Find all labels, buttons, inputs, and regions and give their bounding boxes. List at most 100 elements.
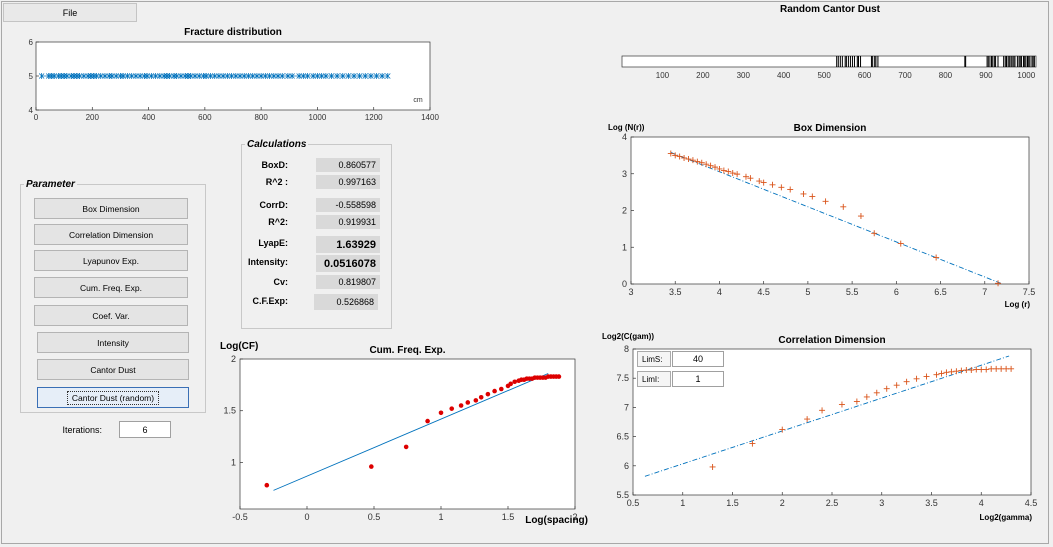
limi-input[interactable]: 1 [672, 371, 724, 387]
calc-label: CorrD: [259, 200, 289, 210]
data-point [903, 378, 910, 385]
fracture-marker [339, 73, 346, 79]
x-tick-label: 5 [805, 287, 810, 297]
param-button-intensity[interactable]: Intensity [37, 332, 189, 353]
calc-value: 0.526868 [314, 294, 378, 310]
fracture-distribution-plot: 0 200 400 600 800 1000 1200 1400 4 5 6 cm [29, 38, 440, 122]
data-point [689, 157, 696, 164]
parameter-title: Parameter [24, 179, 77, 190]
data-point [968, 367, 975, 374]
y-tick-label: 6.5 [616, 432, 629, 442]
fracture-marker [97, 73, 104, 79]
y-tick-label: 1.5 [223, 406, 236, 416]
y-tick-label: 7 [624, 402, 629, 412]
y-tick-label: 7.5 [616, 373, 629, 383]
param-button-box-dimension[interactable]: Box Dimension [34, 198, 188, 219]
x-tick-label: 1 [438, 512, 443, 522]
data-point [667, 150, 674, 157]
calc-label: LyapE: [258, 238, 288, 248]
x-tick-label: 0.5 [368, 512, 381, 522]
data-point [478, 394, 484, 400]
cantor-tick-label: 700 [898, 71, 912, 80]
x-tick-label: 7 [982, 287, 987, 297]
x-tick-label: 3.5 [925, 498, 938, 508]
data-point [694, 158, 701, 165]
x-tick-label: 3.5 [669, 287, 682, 297]
x-tick-label: 1.5 [726, 498, 739, 508]
data-point [709, 463, 716, 470]
calculations-panel: Calculations [241, 139, 392, 329]
y-tick-label: 1 [622, 242, 627, 252]
data-point [1008, 365, 1015, 372]
fracture-marker [64, 73, 70, 79]
calc-value: 0.997163 [316, 175, 380, 189]
param-button-cantor-dust[interactable]: Cantor Dust [37, 359, 189, 380]
param-button-label: Cantor Dust [90, 364, 136, 375]
data-point [871, 230, 878, 237]
fracture-marker [373, 73, 380, 79]
fracture-marker [258, 73, 264, 79]
data-point [913, 375, 920, 382]
param-button-correlation-dimension[interactable]: Correlation Dimension [34, 224, 188, 245]
data-point [676, 153, 683, 160]
calc-value: -0.558598 [316, 198, 380, 212]
fracture-marker [178, 73, 184, 79]
y-axis-label: Log2(C(gam)) [602, 332, 654, 341]
x-tick-label: 2.5 [826, 498, 839, 508]
param-button-label: Correlation Dimension [68, 229, 154, 240]
file-menu[interactable]: File [3, 3, 137, 22]
calc-label: Intensity: [247, 257, 288, 267]
fracture-marker [328, 73, 335, 79]
fracture-marker [318, 73, 325, 79]
param-button-cum-freq-exp[interactable]: Cum. Freq. Exp. [34, 277, 188, 298]
data-point [681, 154, 688, 161]
data-point [923, 373, 930, 380]
data-point [958, 367, 965, 374]
y-tick-label: 1 [231, 457, 236, 467]
plot-area [239, 358, 576, 510]
y-tick-label: 5 [29, 72, 34, 81]
x-tick-label: -0.5 [232, 512, 248, 522]
data-point [685, 156, 692, 163]
cantor-tick-label: 300 [737, 71, 751, 80]
data-point [840, 203, 847, 210]
chart-title: Box Dimension [794, 123, 867, 134]
param-button-coef-var[interactable]: Coef. Var. [34, 305, 188, 326]
data-point [749, 440, 756, 447]
y-tick-label: 4 [622, 132, 627, 142]
param-button-cantor-dust-random[interactable]: Cantor Dust (random) [37, 387, 189, 408]
x-tick-label: 2 [572, 512, 577, 522]
fracture-marker [216, 73, 222, 79]
y-tick-label: 2 [231, 354, 236, 364]
fracture-marker [300, 73, 307, 79]
cantor-tick-label: 1000 [1017, 71, 1035, 80]
data-point [512, 379, 517, 385]
x-tick-label: 0.5 [627, 498, 640, 508]
fit-line [273, 373, 549, 491]
calc-label: R^2: [268, 217, 288, 227]
fracture-marker [385, 73, 391, 79]
data-point [933, 371, 940, 378]
data-point [883, 385, 890, 392]
x-unit-label: cm [413, 97, 423, 104]
data-point [995, 280, 1002, 287]
x-tick-label: 1.5 [502, 512, 515, 522]
x-tick-label: 4 [717, 287, 722, 297]
fracture-marker [304, 73, 311, 79]
fracture-marker [314, 73, 321, 79]
iterations-input[interactable]: 6 [119, 421, 171, 438]
data-point [492, 388, 497, 394]
param-button-lyapunov-exp[interactable]: Lyapunov Exp. [34, 250, 188, 271]
cantor-tick-label: 500 [817, 71, 831, 80]
calc-value: 0.0516078 [316, 255, 380, 272]
lims-input[interactable]: 40 [672, 351, 724, 367]
fracture-marker [124, 73, 131, 79]
fracture-marker [249, 73, 256, 79]
x-tick-label: 1200 [365, 113, 383, 122]
fracture-marker [152, 73, 159, 79]
x-tick-label: 2 [780, 498, 785, 508]
data-point [707, 162, 714, 169]
fracture-marker [351, 73, 357, 79]
x-tick-label: 7.5 [1023, 287, 1036, 297]
data-point [449, 406, 455, 411]
